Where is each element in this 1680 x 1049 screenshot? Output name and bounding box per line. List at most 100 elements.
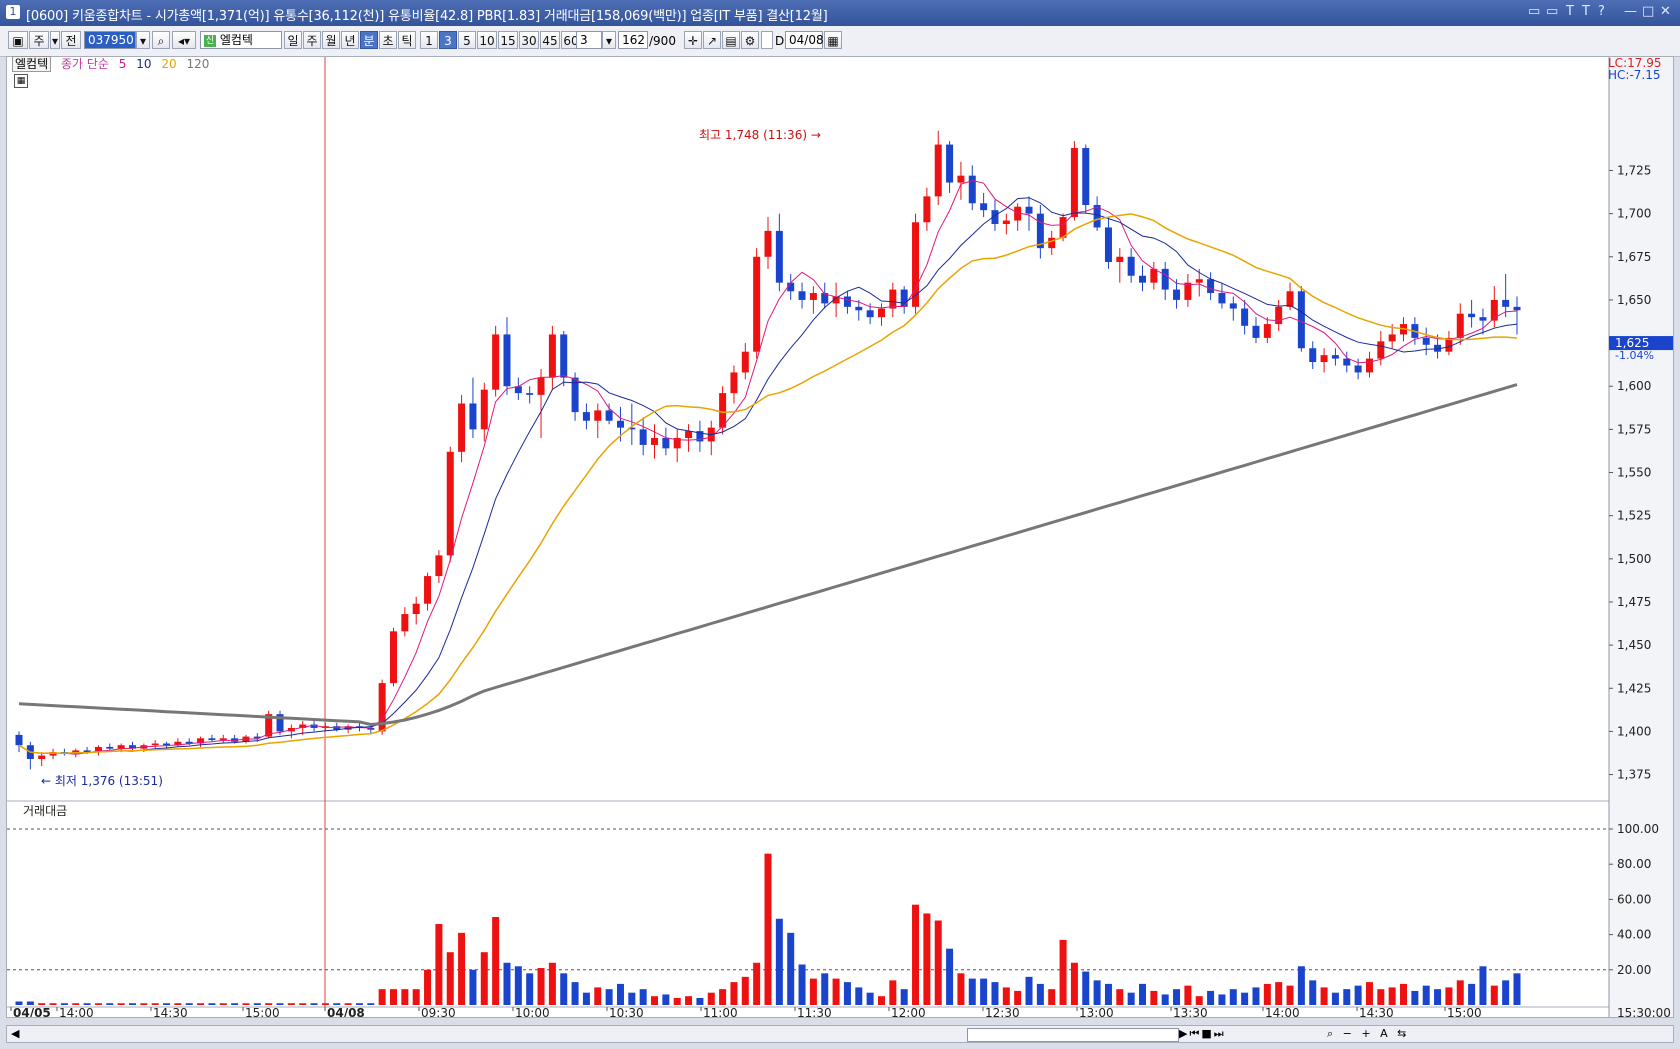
candle-body [1309,348,1317,363]
volume-bar [197,1003,205,1005]
x-tick-label: 14:30 [153,1006,188,1017]
minute-dropdown-icon[interactable]: ▾ [602,31,616,49]
candle-body [219,738,227,741]
candle-body [128,745,136,749]
volume-bar [991,982,999,1005]
date-input[interactable]: 04/08 [785,31,824,49]
candle-body [753,256,761,352]
restore-icon[interactable]: ▭ [1528,4,1541,19]
volume-bar [798,964,806,1005]
x-tick-label: 11:00 [703,1006,738,1017]
search-icon[interactable]: ⌕ [152,31,170,49]
scroll-thumb[interactable] [967,1028,1179,1042]
interval-button[interactable]: 주 [303,31,321,49]
stock-badge-icon: 신 [204,34,216,47]
date-checkbox-label: D [775,34,785,48]
save-icon[interactable]: ▤ [722,31,740,49]
volume-bar [469,969,477,1005]
stock-name-field[interactable]: 신 엘컴텍 [200,31,282,49]
period-dropdown-icon[interactable]: ▾ [50,31,60,49]
volume-bar [367,1003,375,1005]
volume-bar [174,1003,182,1005]
volume-bar [571,982,579,1005]
volume-bar [616,983,624,1005]
candle-body [946,144,954,183]
legend-stock[interactable]: 엘컴텍 [12,56,52,72]
minute-button[interactable]: 5 [458,31,476,49]
count-input[interactable]: 162 [618,31,648,49]
y-tick-label: 1,450 [1617,638,1651,652]
volume-bar [163,1003,171,1005]
settings-icon[interactable]: ⚙ [741,31,759,49]
volume-bar [821,973,829,1005]
count-total: /900 [649,34,676,48]
tile-icon[interactable]: ▭ [1546,4,1559,19]
volume-bar [1320,987,1328,1005]
minute-button[interactable]: 3 [439,31,457,49]
zoom-controls[interactable]: ⌕ − + A ⇆ [1327,1027,1410,1040]
font-down-icon[interactable]: T [1582,4,1590,19]
code-input[interactable]: 037950 [84,31,136,49]
minute-input[interactable]: 3 [576,31,602,49]
y-tick-label: 1,500 [1617,552,1651,566]
close-button[interactable]: ✕ [1660,4,1671,19]
volume-bar [94,1003,102,1005]
volume-bar [673,997,681,1005]
font-up-icon[interactable]: T [1566,4,1574,19]
minute-button[interactable]: 30 [519,31,539,49]
interval-button[interactable]: 월 [322,31,340,49]
candle-body [446,451,454,556]
x-tick-label: 14:00 [1265,1006,1300,1017]
minimize-button[interactable]: — [1624,4,1637,19]
ma20-line [18,213,1518,755]
minute-button[interactable]: 10 [477,31,497,49]
maximize-button[interactable]: □ [1642,4,1655,19]
volume-bar [1297,966,1305,1005]
x-tick-label: 15:00 [1447,1006,1482,1017]
minute-button[interactable]: 45 [540,31,560,49]
interval-button[interactable]: 년 [341,31,359,49]
horizontal-scrollbar[interactable]: ◀ ▶⏮■⏭ ⌕ − + A ⇆ [6,1025,1674,1043]
minute-button[interactable]: 1 [420,31,438,49]
all-button[interactable]: 전 [61,31,81,49]
interval-button[interactable]: 분 [360,31,378,49]
candle-body [1036,213,1044,249]
crosshair-icon[interactable]: ✛ [684,31,702,49]
interval-button[interactable]: 일 [284,31,302,49]
date-checkbox[interactable] [761,31,773,49]
volume-bar [1014,990,1022,1005]
volume-bar [1456,980,1464,1005]
candle-body [1377,341,1385,359]
volume-bar [106,1003,114,1005]
candle-body [1513,306,1521,311]
scroll-left-icon[interactable]: ◀ [11,1027,20,1040]
layout-icon[interactable]: ▣ [8,31,28,49]
grid-toggle-icon[interactable]: ▦ [14,74,28,88]
candle-body [1297,291,1305,349]
candle-body [1070,148,1078,218]
y-tick-label: 1,400 [1617,724,1651,738]
volume-bar [1502,980,1510,1005]
minute-button[interactable]: 15 [498,31,518,49]
window-icon[interactable]: 1 [6,5,20,19]
calendar-icon[interactable]: ▦ [824,31,842,49]
volume-bar [1354,985,1362,1005]
code-dropdown-icon[interactable]: ▾ [136,31,150,49]
candle-body [1445,337,1453,352]
playback-controls[interactable]: ▶⏮■⏭ [1179,1027,1226,1040]
interval-button[interactable]: 초 [379,31,397,49]
sound-icon[interactable]: ◂▾ [172,31,196,49]
candle-body [662,438,670,449]
candle-body [798,291,806,300]
candle-body [605,410,613,421]
candle-body [1422,337,1430,345]
trend-icon[interactable]: ↗ [703,31,721,49]
period-button[interactable]: 주 [29,31,49,49]
interval-button[interactable]: 틱 [398,31,416,49]
candle-body [787,282,795,292]
help-icon[interactable]: ? [1598,4,1605,19]
x-tick-label: 10:00 [515,1006,550,1017]
volume-bar [1139,983,1146,1005]
chart-area[interactable]: 1,725 1,700 1,675 1,650 1,625 1,600 1,575 1,550… [6,56,1674,1018]
